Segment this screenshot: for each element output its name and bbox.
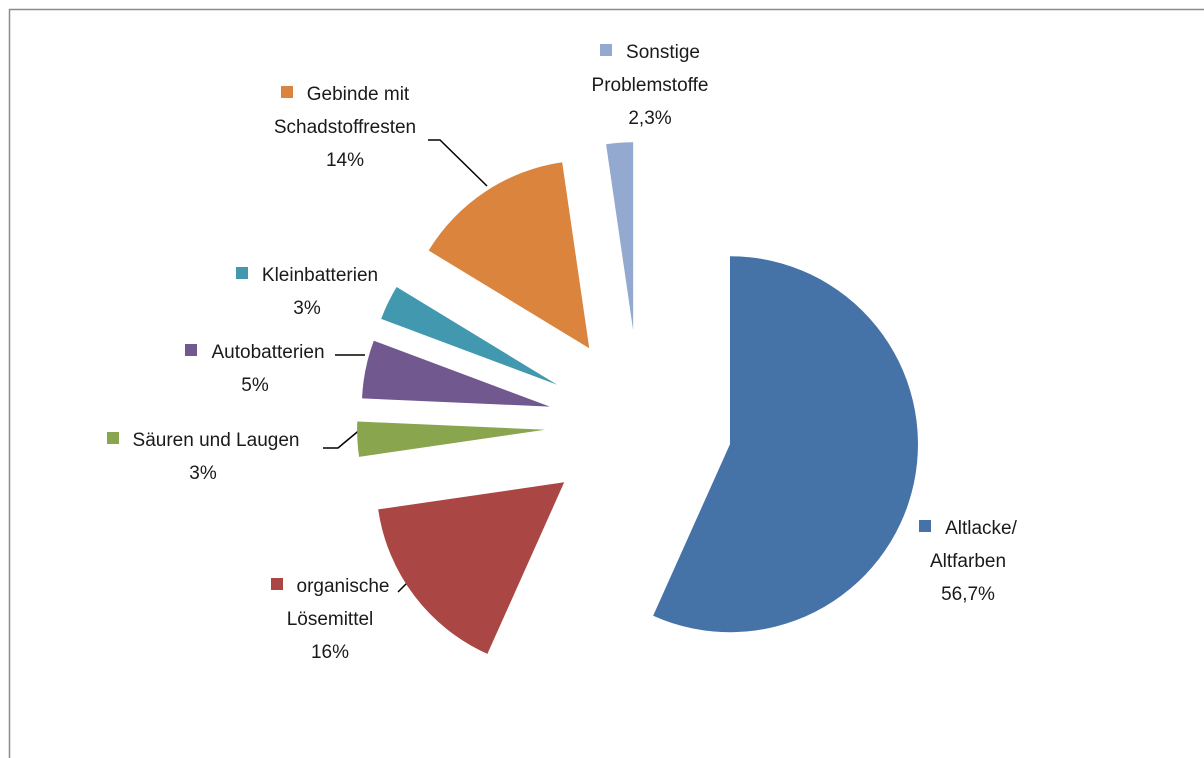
value-label: 3% xyxy=(189,463,217,484)
category-label: Altlacke/ Altfarben xyxy=(929,518,1017,572)
pie-slice xyxy=(362,340,550,407)
label-name-line: Kleinbatterien xyxy=(207,259,407,292)
value-label: 56,7% xyxy=(941,584,995,605)
value-label: 5% xyxy=(241,375,269,396)
label-name-line: Gebinde mit Schadstoffresten xyxy=(245,78,445,144)
legend-swatch xyxy=(280,86,293,98)
pie-slice xyxy=(606,142,634,331)
slice-label: Kleinbatterien 3% xyxy=(192,259,422,325)
legend-swatch xyxy=(270,578,283,590)
pie-slice xyxy=(357,421,546,457)
slice-label: Gebinde mit Schadstoffresten 14% xyxy=(215,78,475,177)
label-name-line: Sonstige Problemstoffe xyxy=(565,36,735,102)
legend-swatch xyxy=(185,344,198,356)
category-label: Säuren und Laugen xyxy=(132,430,300,451)
pie-slice xyxy=(428,162,590,349)
slice-label: Sonstige Problemstoffe 2,3% xyxy=(535,36,765,135)
pie-slice xyxy=(381,287,558,385)
slice-label: Säuren und Laugen 3% xyxy=(68,424,338,490)
legend-swatch xyxy=(235,267,248,279)
legend-swatch xyxy=(919,520,932,532)
category-label: Sonstige Problemstoffe xyxy=(591,42,709,96)
value-label: 14% xyxy=(325,150,365,171)
category-label: organische Lösemittel xyxy=(286,576,390,630)
value-label: 3% xyxy=(293,298,321,319)
label-name-line: Autobatterien xyxy=(155,336,355,369)
label-name-line: Altlacke/ Altfarben xyxy=(903,512,1033,578)
legend-swatch xyxy=(600,44,613,56)
slice-label: Autobatterien 5% xyxy=(140,336,370,402)
legend-swatch xyxy=(106,432,119,444)
category-label: Gebinde mit Schadstoffresten xyxy=(273,84,417,138)
slice-label: organische Lösemittel 16% xyxy=(230,570,430,669)
leader-line xyxy=(428,139,488,187)
value-label: 2,3% xyxy=(628,108,672,129)
pie-slice xyxy=(378,482,565,654)
frame xyxy=(8,8,1204,758)
label-name-line: organische Lösemittel xyxy=(250,570,410,636)
label-name-line: Säuren und Laugen xyxy=(83,424,323,457)
leader-line xyxy=(323,427,363,449)
pie-slice xyxy=(653,256,918,633)
category-label: Autobatterien xyxy=(211,342,325,363)
category-label: Kleinbatterien xyxy=(261,265,379,286)
slice-label: Altlacke/ Altfarben 56,7% xyxy=(878,512,1058,611)
value-label: 16% xyxy=(310,642,350,663)
